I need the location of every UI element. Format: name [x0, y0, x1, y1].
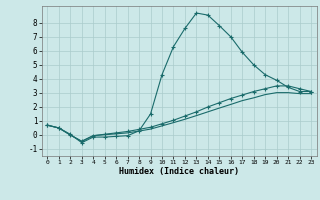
- X-axis label: Humidex (Indice chaleur): Humidex (Indice chaleur): [119, 167, 239, 176]
